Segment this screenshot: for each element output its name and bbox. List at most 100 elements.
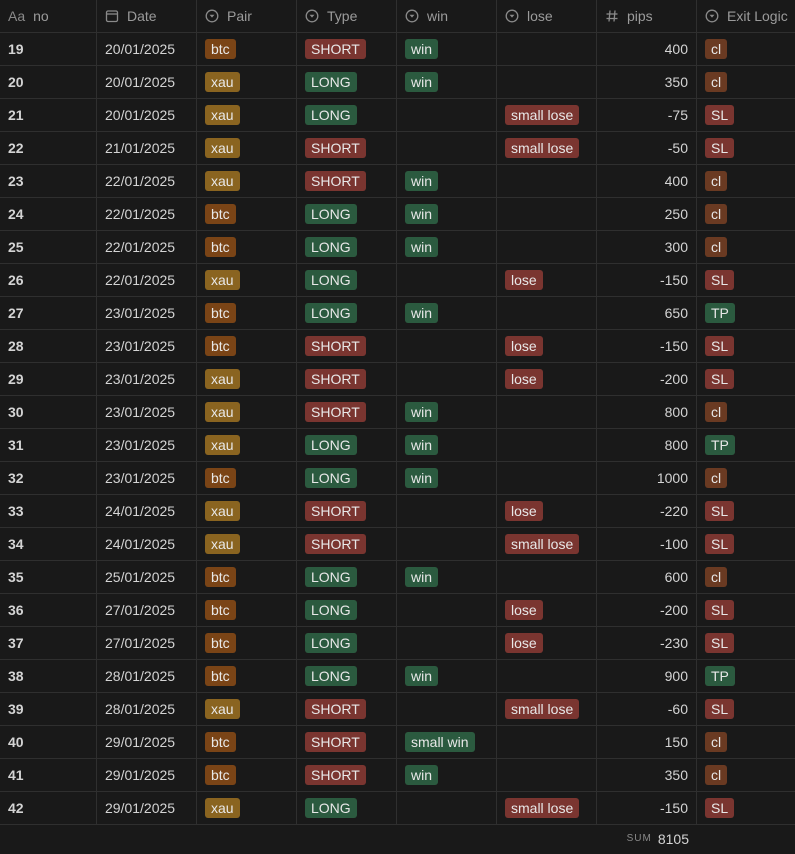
- column-header[interactable]: Date: [97, 0, 197, 32]
- table-cell[interactable]: cl: [697, 231, 795, 263]
- table-cell[interactable]: 41: [0, 759, 97, 791]
- table-cell[interactable]: win: [397, 561, 497, 593]
- table-cell[interactable]: cl: [697, 726, 795, 758]
- table-cell[interactable]: [497, 759, 597, 791]
- table-cell[interactable]: LONG: [297, 429, 397, 461]
- table-cell[interactable]: 24/01/2025: [97, 528, 197, 560]
- table-cell[interactable]: btc: [197, 660, 297, 692]
- table-cell[interactable]: 29/01/2025: [97, 726, 197, 758]
- table-cell[interactable]: -230: [597, 627, 697, 659]
- table-cell[interactable]: [397, 99, 497, 131]
- table-cell[interactable]: win: [397, 66, 497, 98]
- table-cell[interactable]: 23/01/2025: [97, 330, 197, 362]
- table-cell[interactable]: 21/01/2025: [97, 132, 197, 164]
- table-cell[interactable]: 20/01/2025: [97, 66, 197, 98]
- table-cell[interactable]: 36: [0, 594, 97, 626]
- column-header[interactable]: lose: [497, 0, 597, 32]
- table-cell[interactable]: 20/01/2025: [97, 33, 197, 65]
- table-cell[interactable]: win: [397, 33, 497, 65]
- table-cell[interactable]: 800: [597, 429, 697, 461]
- table-cell[interactable]: [497, 429, 597, 461]
- table-cell[interactable]: 25/01/2025: [97, 561, 197, 593]
- table-cell[interactable]: xau: [197, 66, 297, 98]
- table-cell[interactable]: cl: [697, 33, 795, 65]
- table-cell[interactable]: 23: [0, 165, 97, 197]
- table-cell[interactable]: SL: [697, 495, 795, 527]
- table-cell[interactable]: -50: [597, 132, 697, 164]
- table-cell[interactable]: cl: [697, 165, 795, 197]
- table-cell[interactable]: [397, 594, 497, 626]
- table-cell[interactable]: 23/01/2025: [97, 462, 197, 494]
- table-cell[interactable]: xau: [197, 429, 297, 461]
- table-cell[interactable]: [497, 660, 597, 692]
- column-header[interactable]: Type: [297, 0, 397, 32]
- table-cell[interactable]: LONG: [297, 297, 397, 329]
- table-cell[interactable]: LONG: [297, 594, 397, 626]
- table-cell[interactable]: 23/01/2025: [97, 297, 197, 329]
- table-cell[interactable]: 32: [0, 462, 97, 494]
- table-cell[interactable]: [397, 528, 497, 560]
- table-cell[interactable]: 20/01/2025: [97, 99, 197, 131]
- table-cell[interactable]: cl: [697, 561, 795, 593]
- table-cell[interactable]: [397, 693, 497, 725]
- table-cell[interactable]: [397, 792, 497, 824]
- table-cell[interactable]: -75: [597, 99, 697, 131]
- table-cell[interactable]: SHORT: [297, 759, 397, 791]
- table-cell[interactable]: -60: [597, 693, 697, 725]
- table-cell[interactable]: 40: [0, 726, 97, 758]
- table-cell[interactable]: SHORT: [297, 396, 397, 428]
- table-cell[interactable]: 27/01/2025: [97, 594, 197, 626]
- table-cell[interactable]: 400: [597, 33, 697, 65]
- table-cell[interactable]: [497, 462, 597, 494]
- table-cell[interactable]: btc: [197, 330, 297, 362]
- table-cell[interactable]: xau: [197, 495, 297, 527]
- table-cell[interactable]: 29/01/2025: [97, 792, 197, 824]
- table-cell[interactable]: win: [397, 660, 497, 692]
- table-cell[interactable]: SL: [697, 330, 795, 362]
- column-header[interactable]: Pair: [197, 0, 297, 32]
- column-header[interactable]: pips: [597, 0, 697, 32]
- table-cell[interactable]: [497, 297, 597, 329]
- table-cell[interactable]: LONG: [297, 99, 397, 131]
- table-cell[interactable]: 29: [0, 363, 97, 395]
- table-cell[interactable]: xau: [197, 99, 297, 131]
- table-cell[interactable]: lose: [497, 264, 597, 296]
- column-header[interactable]: Aa no: [0, 0, 97, 32]
- table-cell[interactable]: 22/01/2025: [97, 198, 197, 230]
- table-cell[interactable]: 22/01/2025: [97, 231, 197, 263]
- table-cell[interactable]: -100: [597, 528, 697, 560]
- table-cell[interactable]: small lose: [497, 792, 597, 824]
- table-cell[interactable]: [497, 165, 597, 197]
- table-cell[interactable]: btc: [197, 462, 297, 494]
- table-cell[interactable]: LONG: [297, 198, 397, 230]
- table-cell[interactable]: btc: [197, 198, 297, 230]
- table-cell[interactable]: win: [397, 396, 497, 428]
- table-cell[interactable]: btc: [197, 231, 297, 263]
- table-cell[interactable]: [497, 726, 597, 758]
- table-cell[interactable]: lose: [497, 330, 597, 362]
- table-cell[interactable]: SL: [697, 528, 795, 560]
- table-cell[interactable]: win: [397, 297, 497, 329]
- table-cell[interactable]: SHORT: [297, 330, 397, 362]
- table-cell[interactable]: btc: [197, 33, 297, 65]
- table-cell[interactable]: 28: [0, 330, 97, 362]
- table-cell[interactable]: win: [397, 231, 497, 263]
- table-cell[interactable]: win: [397, 198, 497, 230]
- table-cell[interactable]: 26: [0, 264, 97, 296]
- table-cell[interactable]: lose: [497, 627, 597, 659]
- table-cell[interactable]: SHORT: [297, 165, 397, 197]
- table-cell[interactable]: 23/01/2025: [97, 429, 197, 461]
- table-cell[interactable]: small lose: [497, 528, 597, 560]
- table-cell[interactable]: SL: [697, 132, 795, 164]
- table-cell[interactable]: [497, 396, 597, 428]
- table-cell[interactable]: LONG: [297, 231, 397, 263]
- table-cell[interactable]: SL: [697, 627, 795, 659]
- table-cell[interactable]: 150: [597, 726, 697, 758]
- table-cell[interactable]: xau: [197, 528, 297, 560]
- table-cell[interactable]: cl: [697, 759, 795, 791]
- table-cell[interactable]: small lose: [497, 99, 597, 131]
- table-cell[interactable]: -150: [597, 792, 697, 824]
- table-cell[interactable]: xau: [197, 165, 297, 197]
- table-cell[interactable]: cl: [697, 66, 795, 98]
- table-cell[interactable]: lose: [497, 495, 597, 527]
